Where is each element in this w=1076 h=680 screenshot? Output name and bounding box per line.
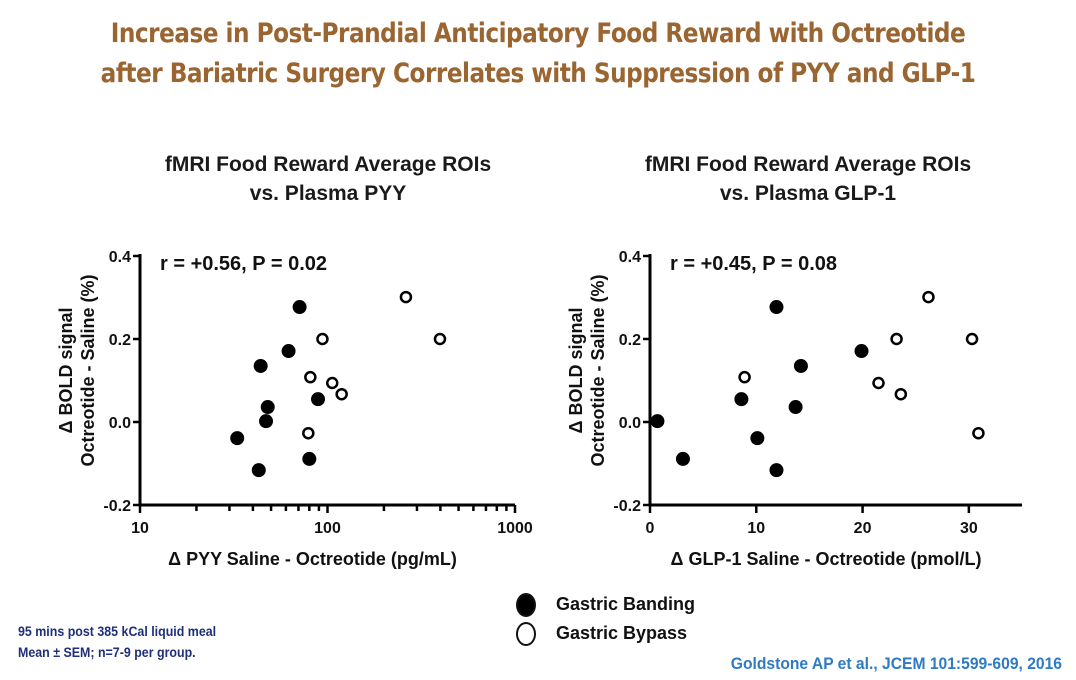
left-chart-title-line-1: fMRI Food Reward Average ROIs bbox=[164, 153, 492, 176]
right-y-tick-label: 0.4 bbox=[619, 249, 641, 266]
right-x-axis-label: Δ GLP-1 Saline - Octreotide (pmol/L) bbox=[671, 549, 982, 569]
left-point-gastric-banding bbox=[281, 344, 296, 359]
right-point-gastric-banding bbox=[750, 431, 765, 446]
slide-title-line-2: after Bariatric Surgery Correlates with … bbox=[100, 58, 976, 89]
right-chart-title: fMRI Food Reward Average ROIs vs. Plasma… bbox=[598, 150, 1018, 208]
left-point-gastric-banding bbox=[253, 358, 268, 373]
left-chart-title-line-2: vs. Plasma PYY bbox=[249, 182, 407, 205]
legend: Gastric Banding Gastric Bypass bbox=[516, 590, 695, 648]
left-point-gastric-banding bbox=[260, 400, 275, 415]
right-point-gastric-bypass bbox=[872, 376, 885, 390]
right-correlation-annotation: r = +0.45, P = 0.08 bbox=[670, 253, 837, 275]
left-y-tick-label: 0.2 bbox=[109, 332, 131, 349]
left-point-gastric-banding bbox=[251, 463, 266, 478]
right-point-gastric-banding bbox=[769, 300, 784, 315]
filled-circle-icon bbox=[516, 592, 536, 617]
left-point-gastric-banding bbox=[311, 392, 326, 407]
right-chart-title-line-2: vs. Plasma GLP-1 bbox=[719, 182, 897, 205]
left-point-gastric-bypass bbox=[399, 290, 413, 304]
left-point-gastric-bypass bbox=[304, 370, 317, 384]
left-point-gastric-bypass bbox=[325, 376, 339, 390]
right-point-gastric-banding bbox=[734, 392, 749, 407]
legend-label: Gastric Bypass bbox=[556, 623, 688, 643]
right-y-axis-label-line-1: Δ BOLD signal bbox=[566, 308, 586, 434]
right-y-axis-label-line-2: Octreotide - Saline (%) bbox=[588, 274, 608, 466]
left-x-axis-label: Δ PYY Saline - Octreotide (pg/mL) bbox=[168, 549, 457, 569]
slide-title-line-1: Increase in Post-Prandial Anticipatory F… bbox=[110, 18, 966, 49]
right-point-gastric-bypass bbox=[894, 387, 908, 401]
right-x-tick-label: 30 bbox=[960, 520, 978, 537]
right-y-tick-label: 0.0 bbox=[619, 415, 641, 432]
citation: Goldstone AP et al., JCEM 101:599-609, 2… bbox=[730, 654, 1062, 673]
right-point-gastric-banding bbox=[650, 414, 665, 429]
method-note-line-2: Mean ± SEM; n=7-9 per group. bbox=[18, 645, 196, 660]
left-y-tick-label: -0.2 bbox=[103, 498, 131, 515]
left-y-axis-label-line-2: Octreotide - Saline (%) bbox=[78, 274, 98, 466]
left-point-gastric-banding bbox=[302, 451, 317, 466]
right-x-tick-label: 10 bbox=[747, 520, 765, 537]
left-point-gastric-banding bbox=[259, 414, 274, 429]
right-point-gastric-banding bbox=[854, 344, 869, 359]
right-x-tick-label: 0 bbox=[646, 520, 655, 537]
right-point-gastric-bypass bbox=[965, 332, 979, 346]
method-note: 95 mins post 385 kCal liquid meal Mean ±… bbox=[18, 621, 216, 663]
left-point-gastric-bypass bbox=[433, 332, 447, 346]
legend-item-gastric-bypass: Gastric Bypass bbox=[516, 619, 695, 648]
legend-item-gastric-banding: Gastric Banding bbox=[516, 590, 695, 619]
left-y-tick-label: 0.0 bbox=[109, 415, 131, 432]
left-point-gastric-banding bbox=[292, 300, 307, 315]
right-point-gastric-banding bbox=[788, 400, 803, 415]
right-chart-title-line-1: fMRI Food Reward Average ROIs bbox=[644, 153, 972, 176]
left-x-tick-label: 100 bbox=[314, 520, 341, 537]
left-y-tick-label: 0.4 bbox=[109, 249, 131, 266]
left-point-gastric-bypass bbox=[302, 426, 315, 440]
right-y-tick-label: -0.2 bbox=[613, 498, 641, 515]
left-correlation-annotation: r = +0.56, P = 0.02 bbox=[160, 253, 327, 275]
left-point-gastric-bypass bbox=[316, 332, 329, 346]
right-x-tick-label: 20 bbox=[854, 520, 872, 537]
right-point-gastric-banding bbox=[769, 463, 784, 478]
left-point-gastric-banding bbox=[230, 431, 245, 446]
right-point-gastric-banding bbox=[793, 358, 808, 373]
right-point-gastric-banding bbox=[675, 451, 690, 466]
left-x-tick-label: 1000 bbox=[497, 520, 533, 537]
right-point-gastric-bypass bbox=[890, 332, 903, 346]
right-y-tick-label: 0.2 bbox=[619, 332, 641, 349]
left-x-tick-label: 10 bbox=[131, 520, 149, 537]
open-circle-icon bbox=[516, 621, 536, 646]
left-point-gastric-bypass bbox=[335, 387, 348, 401]
legend-label: Gastric Banding bbox=[556, 594, 696, 614]
method-note-line-1: 95 mins post 385 kCal liquid meal bbox=[18, 624, 217, 639]
right-point-gastric-bypass bbox=[738, 370, 751, 384]
left-chart-title: fMRI Food Reward Average ROIs vs. Plasma… bbox=[118, 150, 538, 208]
right-point-gastric-bypass bbox=[922, 290, 935, 304]
left-y-axis-label-line-1: Δ BOLD signal bbox=[56, 308, 76, 434]
right-point-gastric-bypass bbox=[972, 426, 985, 440]
